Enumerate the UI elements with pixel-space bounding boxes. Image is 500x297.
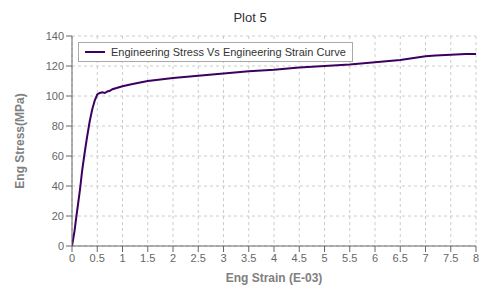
svg-text:0: 0	[69, 252, 75, 264]
svg-text:5: 5	[321, 252, 327, 264]
svg-text:1: 1	[119, 252, 125, 264]
svg-text:7: 7	[422, 252, 428, 264]
svg-text:6.5: 6.5	[393, 252, 408, 264]
svg-text:140: 140	[46, 30, 64, 42]
svg-text:6: 6	[372, 252, 378, 264]
html-text:Plot 5: Plot 5	[233, 10, 267, 25]
svg-text:3.5: 3.5	[241, 252, 256, 264]
svg-text:4: 4	[271, 252, 277, 264]
svg-text:0: 0	[58, 240, 64, 252]
svg-text:Eng Stress(MPa): Eng Stress(MPa)	[13, 93, 27, 188]
svg-text:0.5: 0.5	[90, 252, 105, 264]
svg-text:80: 80	[52, 120, 64, 132]
svg-text:3: 3	[220, 252, 226, 264]
svg-text:4.5: 4.5	[292, 252, 307, 264]
svg-text:20: 20	[52, 210, 64, 222]
svg-text:60: 60	[52, 150, 64, 162]
svg-text:2: 2	[170, 252, 176, 264]
svg-text:8: 8	[473, 252, 479, 264]
svg-text:1.5: 1.5	[140, 252, 155, 264]
svg-text:40: 40	[52, 180, 64, 192]
html-text:Engineering Stress Vs Engineer: Engineering Stress Vs Engineering Strain…	[111, 46, 346, 58]
svg-text:2.5: 2.5	[191, 252, 206, 264]
svg-text:Eng Strain (E-03): Eng Strain (E-03)	[226, 271, 323, 285]
svg-text:120: 120	[46, 60, 64, 72]
svg-text:5.5: 5.5	[342, 252, 357, 264]
svg-text:100: 100	[46, 90, 64, 102]
svg-text:7.5: 7.5	[443, 252, 458, 264]
